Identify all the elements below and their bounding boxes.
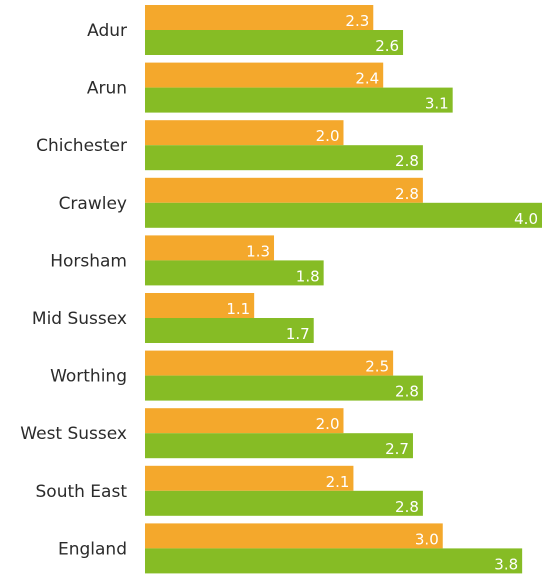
bar-series2-west-sussex <box>145 433 413 459</box>
bar-series1-england <box>145 523 443 549</box>
category-label-adur: Adur <box>87 21 127 41</box>
value-label-series1-mid-sussex: 1.1 <box>226 300 250 318</box>
bar-series2-arun <box>145 87 453 113</box>
bars-group: Adur 2.3 2.6 Arun 2.4 3.1 Chichester 2.0 2.8 Craw… <box>20 5 542 574</box>
category-label-worthing: Worthing <box>50 367 127 387</box>
category-label-horsham: Horsham <box>50 251 127 271</box>
value-label-series1-arun: 2.4 <box>355 70 379 88</box>
value-label-series2-horsham: 1.8 <box>296 267 320 285</box>
value-label-series2-chichester: 2.8 <box>395 152 419 170</box>
bar-series1-south-east <box>145 465 354 491</box>
value-label-series2-crawley: 4.0 <box>514 210 538 228</box>
category-label-arun: Arun <box>87 79 127 99</box>
category-label-west-sussex: West Sussex <box>20 424 127 444</box>
value-label-series2-adur: 2.6 <box>375 37 399 55</box>
bar-series2-south-east <box>145 490 423 516</box>
value-label-series2-england: 3.8 <box>494 555 518 573</box>
value-label-series1-crawley: 2.8 <box>395 185 419 203</box>
bar-series1-crawley <box>145 177 423 203</box>
value-label-series1-england: 3.0 <box>415 530 439 548</box>
value-label-series1-horsham: 1.3 <box>246 242 270 260</box>
bar-series2-chichester <box>145 145 423 171</box>
category-label-south-east: South East <box>36 482 128 502</box>
bar-series1-worthing <box>145 350 394 376</box>
value-label-series1-west-sussex: 2.0 <box>316 415 340 433</box>
bar-series2-horsham <box>145 260 324 286</box>
value-label-series2-arun: 3.1 <box>425 95 449 113</box>
category-label-crawley: Crawley <box>59 194 127 214</box>
bar-series1-arun <box>145 62 384 88</box>
value-label-series1-south-east: 2.1 <box>326 473 350 491</box>
value-label-series2-worthing: 2.8 <box>395 383 419 401</box>
bar-series1-chichester <box>145 120 344 146</box>
value-label-series2-mid-sussex: 1.7 <box>286 325 310 343</box>
value-label-series1-worthing: 2.5 <box>365 358 389 376</box>
bar-series2-worthing <box>145 375 423 401</box>
value-label-series2-south-east: 2.8 <box>395 498 419 516</box>
bar-series1-horsham <box>145 235 275 261</box>
bar-series1-adur <box>145 5 374 30</box>
value-label-series1-chichester: 2.0 <box>316 127 340 145</box>
value-label-series2-west-sussex: 2.7 <box>385 440 409 458</box>
bar-series1-mid-sussex <box>145 293 255 318</box>
bar-series2-mid-sussex <box>145 318 314 343</box>
category-label-mid-sussex: Mid Sussex <box>32 309 127 329</box>
category-label-england: England <box>58 539 127 559</box>
bar-series1-west-sussex <box>145 408 344 434</box>
bar-series2-england <box>145 548 523 574</box>
category-label-chichester: Chichester <box>36 136 127 156</box>
bar-series2-adur <box>145 30 404 55</box>
bar-series2-crawley <box>145 202 542 228</box>
value-label-series1-adur: 2.3 <box>345 12 369 30</box>
